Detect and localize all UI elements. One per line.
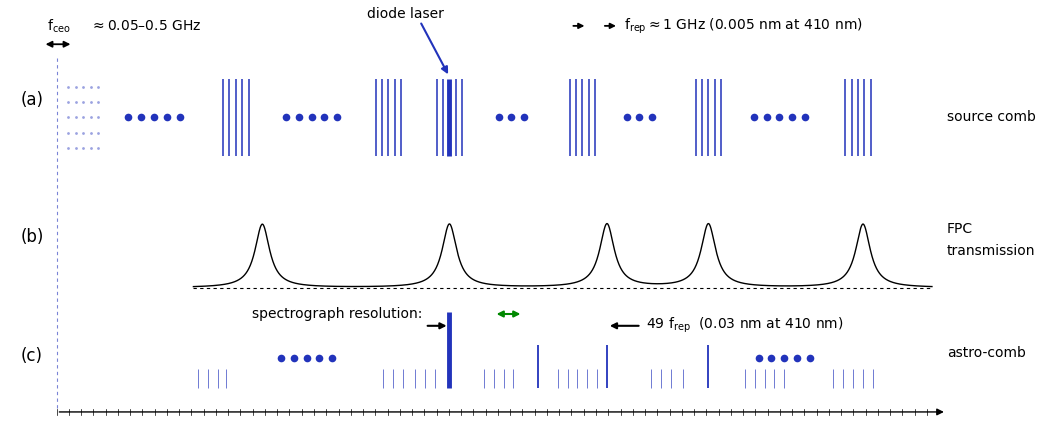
Text: (a): (a): [21, 91, 44, 109]
Text: f$_{\rm ceo}$: f$_{\rm ceo}$: [47, 17, 70, 35]
Text: (c): (c): [21, 347, 43, 364]
Text: transmission: transmission: [947, 244, 1036, 257]
Text: astro-comb: astro-comb: [947, 346, 1025, 360]
Text: $\approx$0.05–0.5 GHz: $\approx$0.05–0.5 GHz: [90, 19, 201, 33]
Text: diode laser: diode laser: [366, 7, 444, 21]
Text: source comb: source comb: [947, 110, 1036, 124]
Text: (b): (b): [21, 228, 45, 246]
Text: f$_{\rm rep}$$\approx$1 GHz (0.005 nm at 410 nm): f$_{\rm rep}$$\approx$1 GHz (0.005 nm at…: [623, 16, 862, 36]
Text: spectrograph resolution:: spectrograph resolution:: [253, 307, 423, 321]
Text: FPC: FPC: [947, 222, 973, 236]
Text: 49 f$_{\rm rep}$  (0.03 nm at 410 nm): 49 f$_{\rm rep}$ (0.03 nm at 410 nm): [646, 316, 844, 335]
